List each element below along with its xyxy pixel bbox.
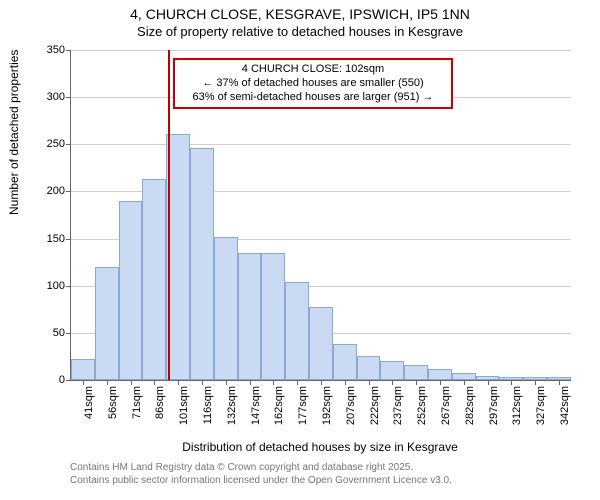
xtick-label: 86sqm xyxy=(154,386,166,419)
xtick-mark xyxy=(202,380,203,385)
xtick-label: 147sqm xyxy=(250,386,262,425)
xtick-label: 41sqm xyxy=(83,386,95,419)
xtick-label: 101sqm xyxy=(178,386,190,425)
xtick-mark xyxy=(226,380,227,385)
xtick-mark xyxy=(345,380,346,385)
histogram-bar xyxy=(95,267,119,380)
xtick-label: 222sqm xyxy=(369,386,381,425)
ytick-label: 50 xyxy=(53,327,65,339)
xtick-mark xyxy=(273,380,274,385)
xtick-mark xyxy=(416,380,417,385)
histogram-bar xyxy=(214,237,238,380)
xtick-mark xyxy=(107,380,108,385)
xtick-mark xyxy=(464,380,465,385)
histogram-bar xyxy=(404,365,428,380)
ytick-mark xyxy=(66,144,71,145)
chart-title-line1: 4, CHURCH CLOSE, KESGRAVE, IPSWICH, IP5 … xyxy=(0,6,600,22)
histogram-bar xyxy=(261,253,285,380)
xtick-mark xyxy=(154,380,155,385)
xtick-mark xyxy=(369,380,370,385)
xtick-label: 282sqm xyxy=(464,386,476,425)
ytick-mark xyxy=(66,97,71,98)
xtick-mark xyxy=(297,380,298,385)
xtick-label: 192sqm xyxy=(321,386,333,425)
histogram-bar xyxy=(238,253,262,380)
ytick-mark xyxy=(66,380,71,381)
xtick-label: 116sqm xyxy=(202,386,214,424)
ytick-label: 0 xyxy=(59,374,65,386)
xtick-label: 267sqm xyxy=(440,386,452,425)
chart-container: 4, CHURCH CLOSE, KESGRAVE, IPSWICH, IP5 … xyxy=(0,0,600,500)
xtick-mark xyxy=(178,380,179,385)
grid-line xyxy=(71,144,571,145)
histogram-bar xyxy=(309,307,333,380)
histogram-bar xyxy=(380,361,404,380)
annotation-box: 4 CHURCH CLOSE: 102sqm ← 37% of detached… xyxy=(173,58,453,109)
ytick-mark xyxy=(66,286,71,287)
histogram-bar xyxy=(71,359,95,380)
xtick-label: 162sqm xyxy=(273,386,285,425)
ytick-label: 100 xyxy=(47,280,65,292)
ytick-label: 350 xyxy=(47,44,65,56)
xtick-mark xyxy=(250,380,251,385)
ytick-label: 150 xyxy=(47,233,65,245)
xtick-label: 71sqm xyxy=(131,386,143,419)
y-axis-label: Number of detached properties xyxy=(7,50,21,215)
xtick-label: 312sqm xyxy=(511,386,523,425)
xtick-mark xyxy=(83,380,84,385)
histogram-bar xyxy=(285,282,309,380)
histogram-bar xyxy=(333,344,357,380)
ytick-label: 250 xyxy=(47,138,65,150)
xtick-label: 297sqm xyxy=(488,386,500,425)
xtick-mark xyxy=(131,380,132,385)
xtick-label: 252sqm xyxy=(416,386,428,425)
footer-line1: Contains HM Land Registry data © Crown c… xyxy=(70,462,452,475)
xtick-label: 342sqm xyxy=(559,386,571,425)
ytick-mark xyxy=(66,239,71,240)
ytick-mark xyxy=(66,191,71,192)
histogram-bar xyxy=(142,179,166,380)
xtick-mark xyxy=(440,380,441,385)
histogram-bar xyxy=(119,201,143,380)
footer-line2: Contains public sector information licen… xyxy=(70,475,452,488)
xtick-label: 327sqm xyxy=(535,386,547,425)
xtick-label: 56sqm xyxy=(107,386,119,419)
footer-attribution: Contains HM Land Registry data © Crown c… xyxy=(70,462,452,487)
annotation-line1: 4 CHURCH CLOSE: 102sqm xyxy=(181,63,445,77)
chart-title-line2: Size of property relative to detached ho… xyxy=(0,24,600,39)
plot-area: 05010015020025030035041sqm56sqm71sqm86sq… xyxy=(70,50,571,381)
ytick-mark xyxy=(66,333,71,334)
histogram-bar xyxy=(428,369,452,380)
xtick-mark xyxy=(488,380,489,385)
marker-line xyxy=(168,50,170,380)
xtick-mark xyxy=(559,380,560,385)
x-axis-label: Distribution of detached houses by size … xyxy=(70,440,570,454)
xtick-label: 237sqm xyxy=(392,386,404,425)
annotation-line2: ← 37% of detached houses are smaller (55… xyxy=(181,77,445,91)
annotation-line3: 63% of semi-detached houses are larger (… xyxy=(181,91,445,105)
xtick-mark xyxy=(535,380,536,385)
xtick-mark xyxy=(392,380,393,385)
histogram-bar xyxy=(357,356,381,380)
ytick-label: 300 xyxy=(47,91,65,103)
grid-line xyxy=(71,50,571,51)
xtick-label: 132sqm xyxy=(226,386,238,425)
histogram-bar xyxy=(190,148,214,380)
xtick-label: 207sqm xyxy=(345,386,357,425)
xtick-label: 177sqm xyxy=(297,386,309,425)
ytick-label: 200 xyxy=(47,185,65,197)
histogram-bar xyxy=(452,373,476,380)
xtick-mark xyxy=(321,380,322,385)
ytick-mark xyxy=(66,50,71,51)
xtick-mark xyxy=(511,380,512,385)
